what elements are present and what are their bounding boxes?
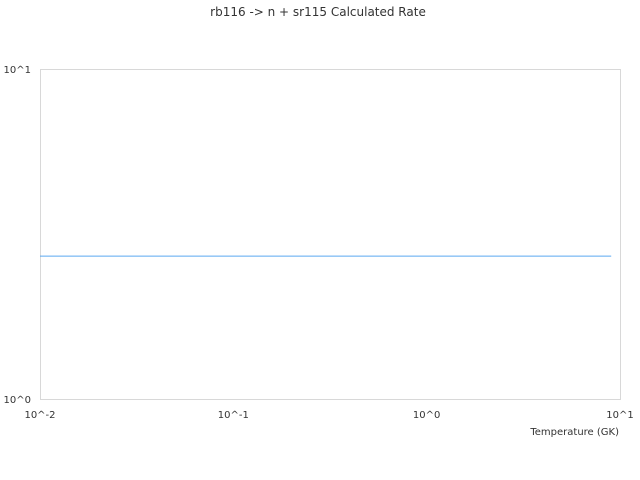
y-tick-label: 10^1 (4, 65, 31, 76)
plot-area (40, 69, 621, 400)
x-tick-label: 10^1 (606, 410, 633, 421)
y-tick-label: 10^0 (4, 395, 31, 406)
x-tick-label: 10^0 (413, 410, 440, 421)
x-tick-label: 10^-2 (24, 410, 55, 421)
x-tick-label: 10^-1 (218, 410, 249, 421)
y-axis: 10^0 10^1 (4, 65, 31, 406)
x-axis-label: Temperature (GK) (529, 427, 619, 438)
chart-title: rb116 -> n + sr115 Calculated Rate (210, 5, 426, 19)
x-axis: 10^-2 10^-1 10^0 10^1 (24, 410, 633, 421)
